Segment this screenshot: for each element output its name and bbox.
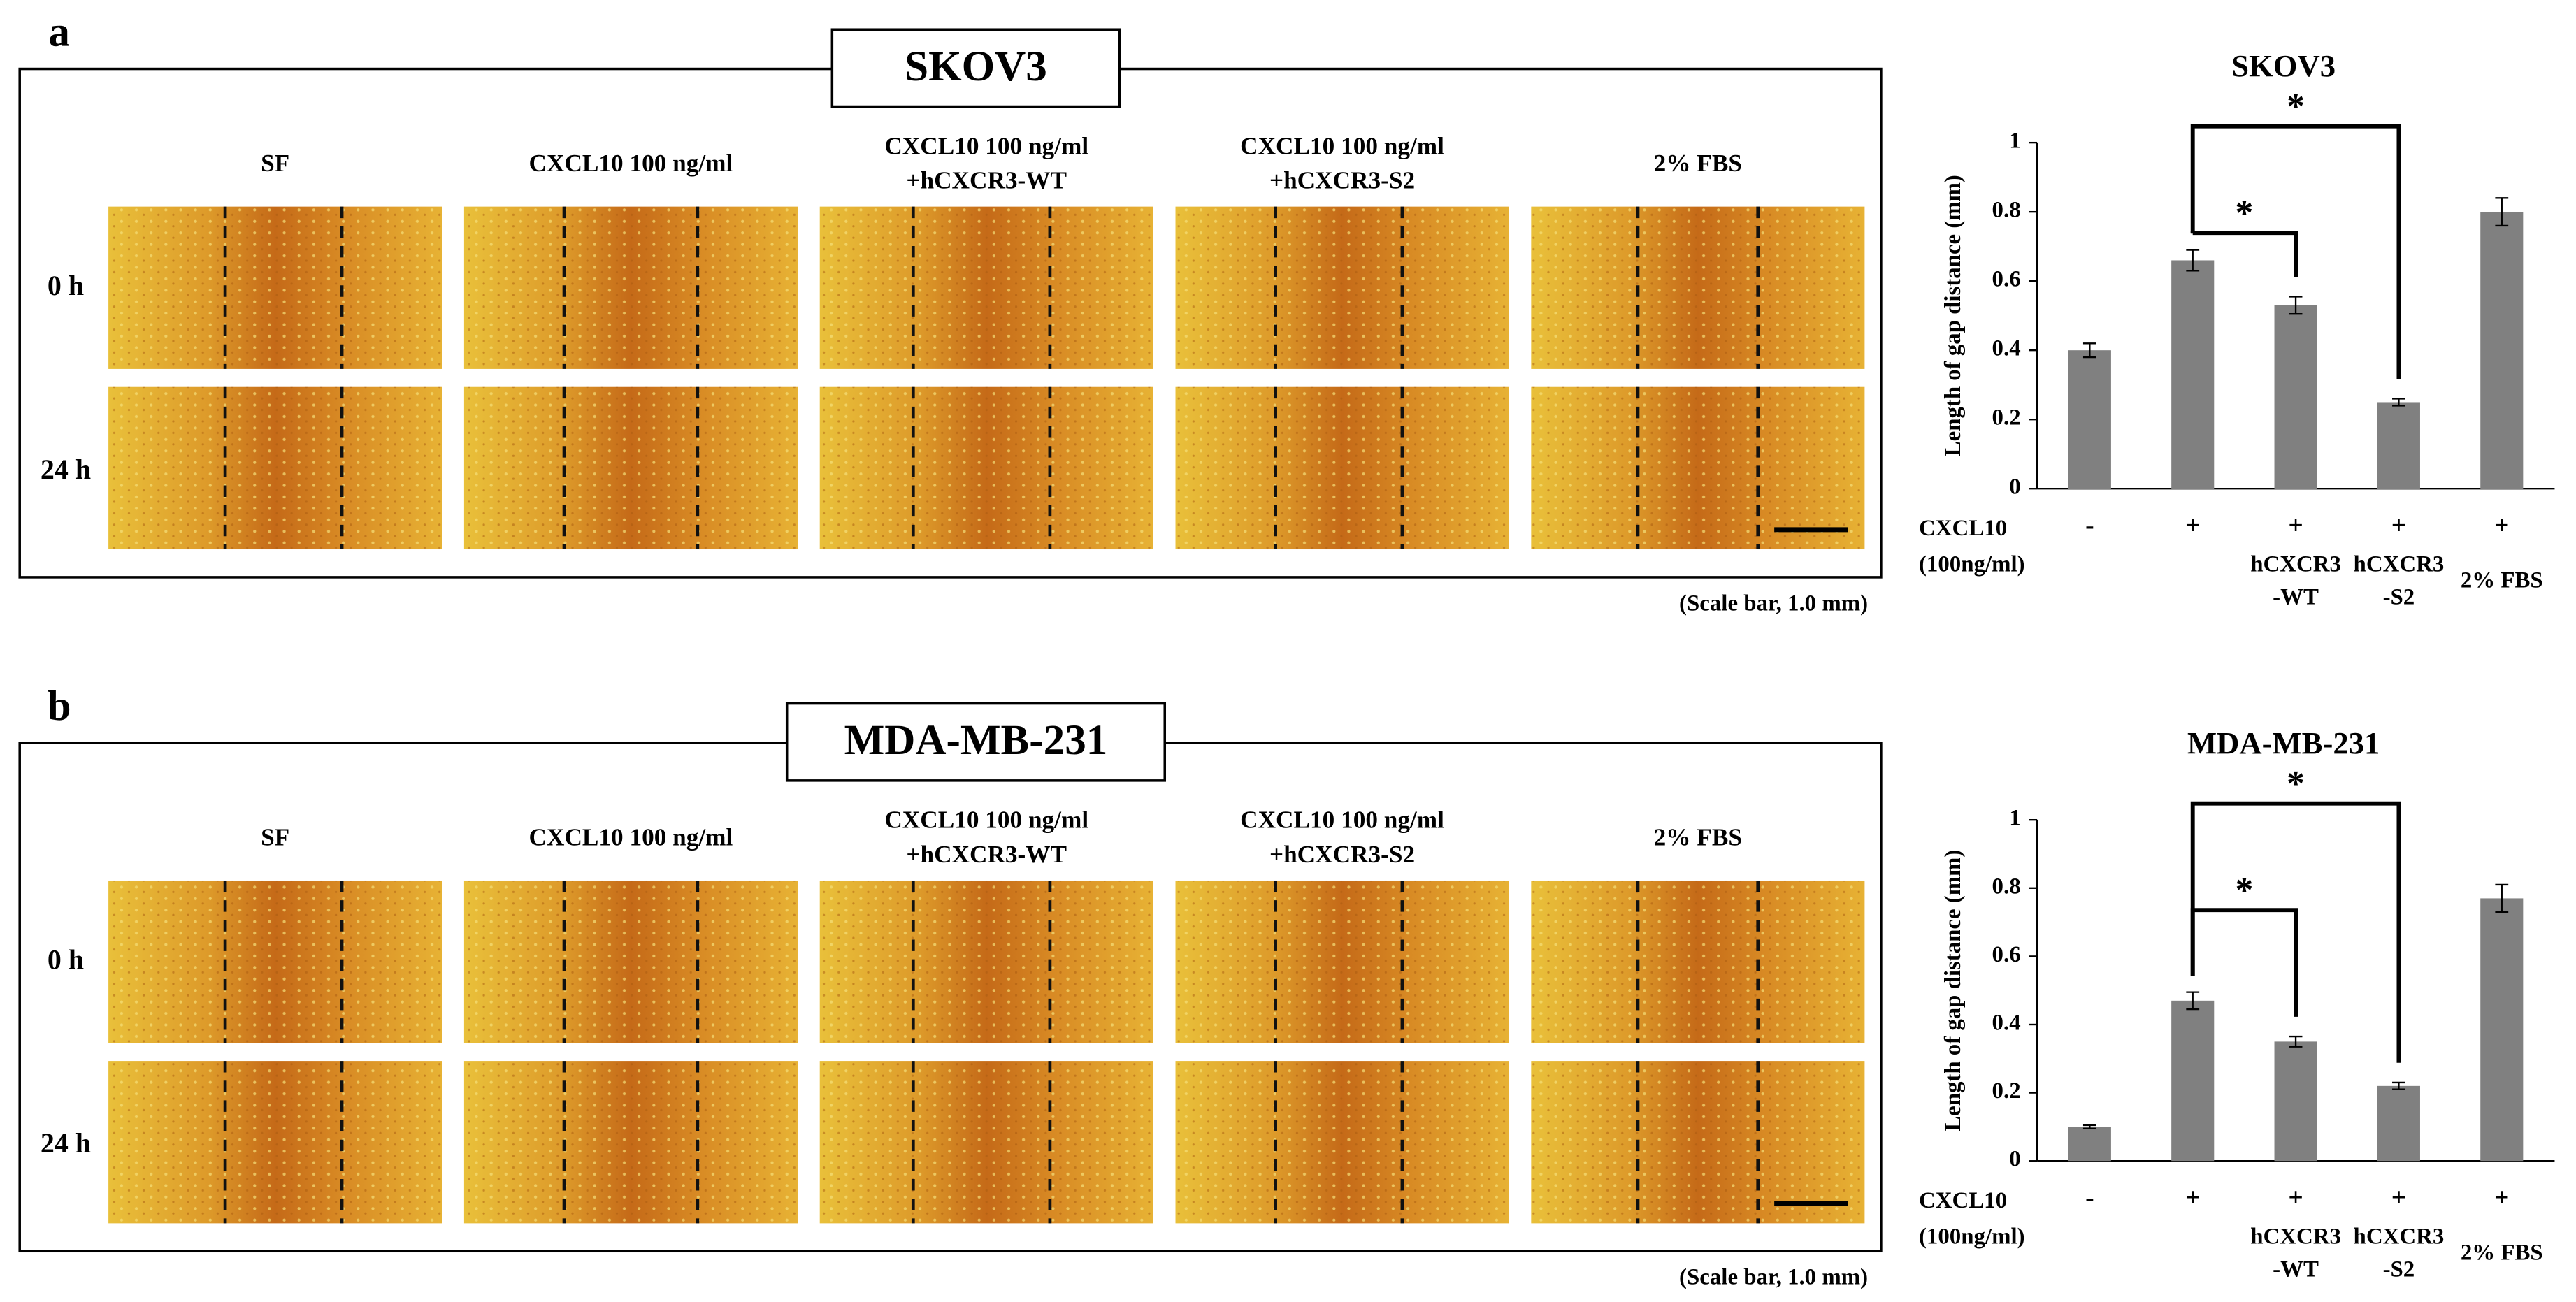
micrograph-texture <box>463 1061 798 1224</box>
y-tick-label: 0.2 <box>1992 405 2021 431</box>
column-label: CXCL10 100 ng/ml +hCXCR3-WT <box>884 806 1088 868</box>
panel-title: SKOV3 <box>905 43 1047 90</box>
column-label: SF <box>261 823 289 851</box>
column-label: SF <box>261 150 289 177</box>
micrograph-texture <box>1175 206 1509 369</box>
column-label: CXCL10 100 ng/ml +hCXCR3-S2 <box>1240 132 1444 194</box>
y-axis-label: Length of gap distance (mm) <box>1941 850 1966 1131</box>
x-tick-label: hCXCR3 -WT <box>2250 1224 2341 1282</box>
scale-note: (Scale bar, 1.0 mm) <box>1679 591 1868 616</box>
x-row-value: + <box>2288 512 2303 540</box>
row-label: 24 h <box>41 454 91 485</box>
column-label: CXCL10 100 ng/ml +hCXCR3-S2 <box>1240 806 1444 868</box>
micrograph-texture <box>108 206 442 369</box>
y-tick-label: 0 <box>2009 475 2020 500</box>
significance-label: * <box>2235 194 2253 233</box>
panel-label: a <box>48 9 70 56</box>
column-label: CXCL10 100 ng/ml <box>529 150 733 177</box>
y-tick-label: 1 <box>2009 806 2020 831</box>
micrograph-texture <box>819 386 1153 550</box>
y-tick-label: 0.8 <box>1992 874 2021 899</box>
y-tick-label: 0.4 <box>1992 1011 2021 1036</box>
x-row-label: CXCL10 (100ng/ml) <box>1919 1187 2025 1249</box>
micrograph-texture <box>1531 880 1865 1043</box>
bar <box>2274 1041 2317 1162</box>
bar <box>2274 305 2317 489</box>
micrograph-texture <box>463 386 798 550</box>
x-tick-label: 2% FBS <box>2461 568 2543 593</box>
panel-title: MDA-MB-231 <box>844 717 1108 764</box>
y-tick-label: 0.8 <box>1992 198 2021 223</box>
x-row-value: + <box>2391 1184 2406 1213</box>
y-tick-label: 0 <box>2009 1147 2020 1172</box>
x-tick-label: 2% FBS <box>2461 1240 2543 1266</box>
column-label: 2% FBS <box>1654 150 1742 177</box>
x-row-value: + <box>2494 512 2509 540</box>
micrograph-texture <box>1175 1061 1509 1224</box>
micrograph-texture <box>463 206 798 369</box>
y-tick-label: 0.2 <box>1992 1078 2021 1104</box>
column-label: CXCL10 100 ng/ml +hCXCR3-WT <box>884 132 1088 194</box>
x-row-value: + <box>2185 1184 2200 1213</box>
bar <box>2480 898 2524 1162</box>
x-row-value: - <box>2085 512 2094 540</box>
bar <box>2171 1000 2215 1162</box>
micrograph-texture <box>819 206 1153 369</box>
micrograph-texture <box>1531 386 1865 550</box>
column-label: 2% FBS <box>1654 823 1742 851</box>
chart-title: SKOV3 <box>2231 48 2336 83</box>
row-label: 0 h <box>48 270 84 301</box>
x-row-value: + <box>2288 1184 2303 1213</box>
significance-bracket <box>2190 124 2401 379</box>
y-tick-label: 0.6 <box>1992 942 2021 967</box>
bar <box>2068 350 2111 489</box>
y-tick-label: 1 <box>2009 129 2020 154</box>
chart-title: MDA-MB-231 <box>2187 725 2380 760</box>
title-box <box>830 28 1121 108</box>
micrograph-texture <box>1531 206 1865 369</box>
micrograph-texture <box>108 880 442 1043</box>
micrograph-texture <box>1175 880 1509 1043</box>
bar <box>2068 1127 2111 1162</box>
y-tick-label: 0.6 <box>1992 267 2021 292</box>
micrograph-texture <box>819 880 1153 1043</box>
significance-label: * <box>2287 764 2305 804</box>
x-row-value: + <box>2494 1184 2509 1213</box>
micrograph-texture <box>108 1061 442 1224</box>
y-axis-label: Length of gap distance (mm) <box>1941 175 1966 456</box>
y-tick-label: 0.4 <box>1992 336 2021 361</box>
bar <box>2377 1085 2420 1162</box>
x-row-label: CXCL10 (100ng/ml) <box>1919 515 2025 577</box>
x-tick-label: hCXCR3 -S2 <box>2354 1224 2445 1282</box>
micrograph-texture <box>463 880 798 1043</box>
micrograph-texture <box>108 386 442 550</box>
x-tick-label: hCXCR3 -S2 <box>2354 551 2445 609</box>
scale-note: (Scale bar, 1.0 mm) <box>1679 1265 1868 1290</box>
micrograph-texture <box>1531 1061 1865 1224</box>
row-label: 24 h <box>41 1127 91 1159</box>
x-row-value: + <box>2391 512 2406 540</box>
x-tick-label: hCXCR3 -WT <box>2250 551 2341 609</box>
panel-label: b <box>48 683 71 730</box>
column-label: CXCL10 100 ng/ml <box>529 823 733 851</box>
title-box <box>785 702 1167 782</box>
bar <box>2171 260 2215 489</box>
significance-label: * <box>2287 87 2305 126</box>
micrograph-texture <box>1175 386 1509 550</box>
x-row-value: - <box>2085 1184 2094 1213</box>
significance-bracket <box>2190 801 2401 1063</box>
row-label: 0 h <box>48 943 84 975</box>
bar <box>2480 212 2524 489</box>
significance-label: * <box>2235 871 2253 911</box>
micrograph-texture <box>819 1061 1153 1224</box>
x-row-value: + <box>2185 512 2200 540</box>
bar <box>2377 402 2420 489</box>
